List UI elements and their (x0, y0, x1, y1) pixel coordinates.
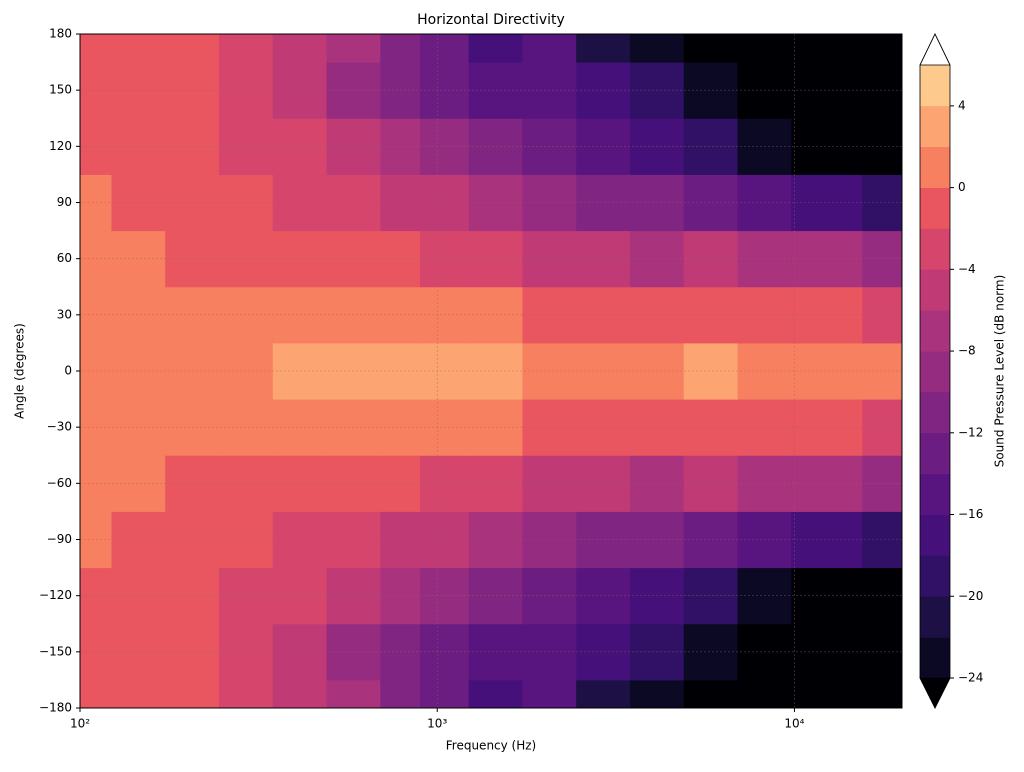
colorbar-tick-label: 0 (958, 180, 966, 194)
contour-cell (791, 623, 863, 681)
colorbar-band (920, 269, 950, 311)
contour-cell (380, 679, 421, 709)
contour-cell (380, 34, 421, 63)
colorbar-band (920, 187, 950, 229)
colorbar-under (919, 677, 951, 709)
chart-title: Horizontal Directivity (417, 12, 565, 28)
y-tick-label: 150 (49, 83, 72, 97)
colorbar-tick-label: −4 (958, 262, 976, 276)
colorbar-tick-label: −20 (958, 589, 983, 603)
colorbar-tick-label: −8 (958, 344, 976, 358)
y-tick-label: −90 (47, 532, 72, 546)
x-tick-label: 10³ (427, 717, 447, 731)
y-tick-label: −120 (39, 588, 72, 602)
contour-cell (862, 679, 903, 709)
colorbar-band (920, 473, 950, 515)
y-tick-label: 0 (64, 364, 72, 378)
contour-cell (791, 118, 863, 175)
contour-cell (80, 34, 112, 63)
contour-cell (791, 455, 863, 512)
contour-cell (791, 567, 863, 625)
y-tick-label: 180 (49, 27, 72, 41)
contour-cell (80, 679, 112, 709)
y-tick-label: 30 (57, 307, 72, 321)
contour-cell (468, 679, 523, 709)
y-tick-label: 90 (57, 195, 72, 209)
contour-cell (272, 679, 328, 709)
y-tick-label: 60 (57, 251, 72, 265)
contour-cell (419, 34, 470, 63)
colorbar-band (920, 637, 950, 679)
colorbar-band (920, 514, 950, 556)
contour-cell (272, 34, 328, 63)
contour-cell (737, 679, 792, 709)
contour-cell (111, 34, 166, 63)
contour-cell (576, 679, 631, 709)
contour-cell (791, 62, 863, 119)
colorbar-band (920, 65, 950, 107)
contour-cell (683, 34, 739, 63)
contour-cell (862, 34, 903, 63)
contour-cell (218, 34, 274, 63)
x-tick-label: 10² (70, 717, 90, 731)
colorbar-band (920, 310, 950, 352)
y-tick-label: −150 (39, 644, 72, 658)
contour-cell (791, 230, 863, 288)
colorbar-band (920, 228, 950, 270)
contour-cell (791, 174, 863, 232)
contour-cell (522, 34, 577, 63)
colorbar-band (920, 351, 950, 393)
colorbar-tick-label: −12 (958, 425, 983, 439)
contour-cell (111, 679, 166, 709)
contour-cell (576, 34, 631, 63)
contour-cell (791, 286, 863, 344)
colorbar-band (920, 596, 950, 638)
x-tick-label: 10⁴ (784, 717, 804, 731)
x-axis-label: Frequency (Hz) (446, 739, 537, 753)
colorbar-tick-label: −24 (958, 671, 983, 685)
contour-cell (165, 679, 220, 709)
contour-cell (326, 34, 381, 63)
contour-cell (629, 679, 685, 709)
y-tick-label: −60 (47, 476, 72, 490)
contour-cell (326, 679, 381, 709)
contour-cell (791, 399, 863, 456)
contour-cell (791, 511, 863, 569)
contour-cell (165, 34, 220, 63)
contour-cell (419, 679, 470, 709)
contour-cell (218, 679, 274, 709)
colorbar-band (920, 391, 950, 434)
contour-cell (468, 34, 523, 63)
colorbar-tick-label: 4 (958, 98, 966, 112)
colorbar-band (920, 105, 950, 148)
colorbar-over (919, 33, 951, 66)
contour-cell (791, 34, 863, 63)
contour-cell (683, 679, 739, 709)
contour-cell (629, 34, 685, 63)
y-tick-label: −180 (39, 701, 72, 715)
colorbar-tick-label: −16 (958, 507, 983, 521)
plot-frame (79, 33, 903, 709)
colorbar-label: Sound Pressure Level (dB norm) (993, 275, 1007, 468)
y-tick-label: −30 (47, 420, 72, 434)
contour-cell (791, 679, 863, 709)
contour-cell (737, 34, 792, 63)
y-axis-label: Angle (degrees) (13, 323, 27, 419)
colorbar-band (920, 555, 950, 597)
contour-cell (522, 679, 577, 709)
contour-cell (791, 342, 863, 400)
colorbar-band (920, 146, 950, 188)
colorbar-band (920, 432, 950, 474)
y-tick-label: 120 (49, 139, 72, 153)
